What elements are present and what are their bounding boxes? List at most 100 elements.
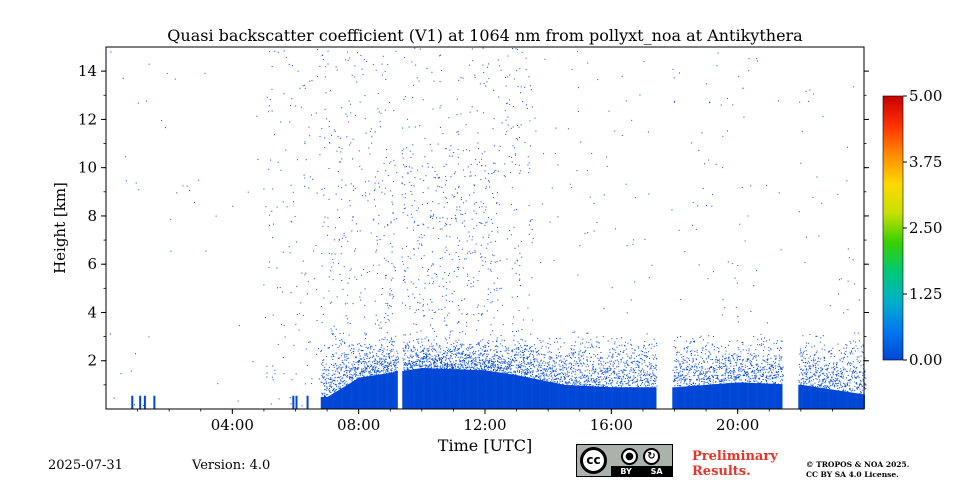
signal-speckle [493, 366, 495, 368]
signal-speckle [764, 365, 766, 367]
aerosol-column [515, 375, 518, 409]
signal-speckle [639, 374, 641, 376]
signal-speckle [806, 374, 808, 376]
signal-speckle [571, 367, 573, 369]
signal-speckle [538, 353, 540, 355]
signal-speckle [628, 384, 630, 386]
signal-speckle [416, 394, 418, 396]
aerosol-column [749, 382, 752, 409]
signal-speckle [799, 101, 801, 103]
signal-speckle [609, 349, 611, 351]
aerosol-column [406, 370, 409, 409]
signal-speckle [571, 379, 573, 381]
signal-speckle [578, 354, 580, 356]
signal-speckle [352, 138, 354, 140]
signal-speckle [491, 230, 493, 232]
signal-speckle [566, 359, 568, 361]
signal-speckle [849, 378, 851, 380]
signal-speckle [368, 180, 370, 182]
signal-speckle [504, 361, 506, 363]
signal-speckle [338, 383, 340, 385]
signal-speckle [762, 367, 764, 369]
signal-speckle [530, 89, 532, 91]
signal-speckle [587, 379, 589, 381]
signal-speckle [355, 367, 357, 369]
signal-speckle [521, 371, 523, 373]
signal-speckle [373, 371, 375, 373]
signal-speckle [559, 383, 561, 385]
signal-speckle [335, 363, 337, 365]
signal-speckle [603, 365, 605, 367]
signal-speckle [355, 357, 357, 359]
signal-speckle [714, 370, 716, 372]
signal-speckle [552, 370, 554, 372]
signal-speckle [656, 344, 658, 346]
signal-speckle [541, 380, 543, 382]
signal-speckle [626, 362, 628, 364]
signal-speckle [525, 373, 527, 375]
aerosol-column [732, 382, 735, 409]
signal-speckle [363, 370, 365, 372]
signal-speckle [777, 373, 779, 375]
signal-speckle [441, 364, 443, 366]
signal-speckle [815, 377, 817, 379]
signal-speckle [394, 368, 396, 370]
signal-speckle [768, 367, 770, 369]
signal-speckle [337, 171, 339, 173]
signal-speckle [426, 348, 428, 350]
signal-speckle [565, 382, 567, 384]
signal-speckle [342, 362, 344, 364]
signal-speckle [517, 366, 519, 368]
signal-speckle [482, 203, 484, 205]
signal-speckle [322, 360, 324, 362]
signal-speckle [691, 350, 693, 352]
signal-speckle [369, 271, 371, 273]
signal-speckle [779, 366, 781, 368]
aerosol-column [516, 375, 519, 409]
signal-speckle [444, 225, 446, 227]
signal-speckle [485, 365, 487, 367]
signal-speckle [764, 371, 766, 373]
signal-speckle [708, 376, 710, 378]
aerosol-column [614, 387, 616, 409]
aerosol-column [713, 384, 716, 409]
signal-speckle [516, 70, 518, 72]
aerosol-column [460, 369, 463, 409]
signal-speckle [549, 370, 551, 372]
signal-speckle [364, 365, 366, 367]
signal-speckle [549, 355, 551, 357]
signal-speckle [580, 363, 582, 365]
signal-speckle [832, 380, 834, 382]
signal-speckle [675, 358, 677, 360]
signal-speckle [477, 362, 479, 364]
signal-speckle [438, 346, 440, 348]
signal-speckle [371, 368, 373, 370]
signal-speckle [813, 360, 815, 362]
signal-speckle [714, 381, 716, 383]
signal-speckle [424, 365, 426, 367]
signal-speckle [391, 356, 393, 358]
signal-speckle [598, 382, 600, 384]
signal-speckle [461, 313, 463, 315]
signal-speckle [568, 371, 570, 373]
signal-speckle [852, 340, 854, 342]
signal-speckle [418, 236, 420, 238]
signal-speckle [852, 361, 854, 363]
signal-speckle [815, 375, 817, 377]
signal-speckle [407, 344, 409, 346]
signal-speckle [352, 303, 354, 305]
signal-speckle [419, 364, 421, 366]
signal-speckle [441, 257, 443, 259]
signal-speckle [424, 367, 426, 369]
signal-speckle [431, 347, 433, 349]
signal-speckle [582, 354, 584, 356]
signal-speckle [632, 378, 634, 380]
signal-speckle [843, 347, 845, 349]
signal-speckle [269, 214, 271, 216]
signal-speckle [479, 369, 481, 371]
signal-speckle [490, 377, 492, 379]
signal-speckle [714, 359, 716, 361]
signal-speckle [648, 382, 650, 384]
signal-speckle [391, 371, 393, 373]
signal-speckle [733, 374, 735, 376]
